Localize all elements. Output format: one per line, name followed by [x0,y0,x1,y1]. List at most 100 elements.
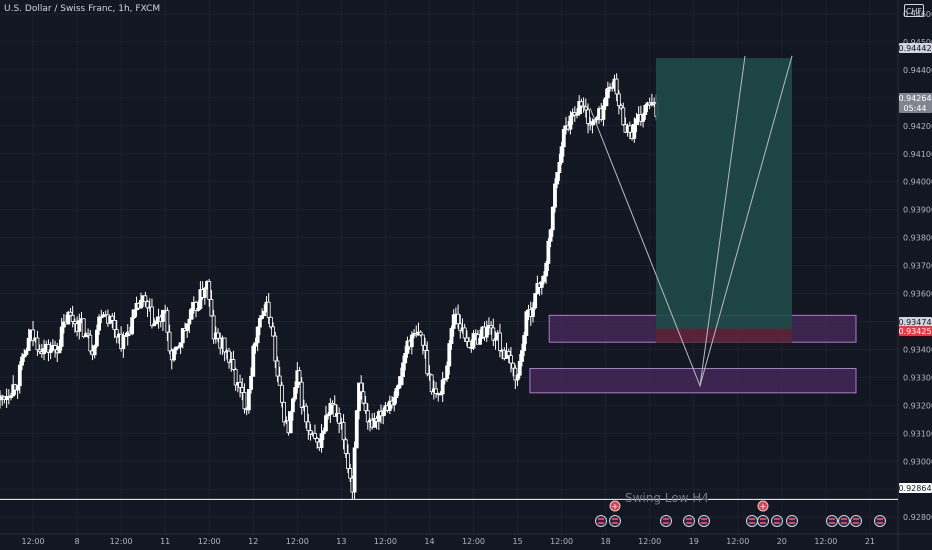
candle-body [403,352,408,364]
candle-body [511,362,516,369]
candle-body [97,316,102,331]
candle-body [616,93,621,107]
event-flag-icon [609,500,621,512]
candle-body [240,387,245,393]
candle-body [542,275,546,283]
price-label: 0.93474 [898,318,931,327]
candle-body [246,389,251,411]
candle-body [429,374,434,393]
x-tick-label: 12:00 [374,537,397,546]
candle-body [590,121,595,126]
candle-body [165,310,170,333]
candle-body [522,335,527,351]
candle-body [315,437,320,443]
x-tick-label: 21 [865,537,875,546]
event-flag-stripe [598,518,604,520]
candle-body [531,307,535,317]
candle-body [513,367,518,381]
candle-body [178,342,183,348]
event-flag-icon [757,515,769,527]
x-tick-label: 18 [601,537,611,546]
candle-body [273,335,278,362]
candle-body [539,281,544,288]
candle-body [293,387,298,400]
event-flag-cross: + [612,502,619,511]
event-badge [698,515,710,527]
candle-body [291,398,295,413]
candle-body [81,318,86,338]
candle-body [143,295,148,303]
candle-body [586,109,590,124]
candle-body [581,105,586,108]
candle-body [110,315,115,321]
candle-body [231,359,236,371]
price-label-countdown: 05:44 [903,104,926,113]
candle-body [130,317,135,335]
price-label: 0.94264 [898,94,931,103]
x-tick-label: 12:00 [550,537,573,546]
candle-body [456,313,460,325]
candle-body [398,376,403,386]
candle-body [139,299,143,309]
event-flag-stripe [853,518,859,520]
x-tick-label: 12:00 [198,537,221,546]
event-flag-stripe [760,518,766,520]
candle-body [427,373,432,376]
candle-body [216,332,220,339]
candle-body [337,413,342,424]
candle-body [209,299,214,317]
candle-body [583,106,588,111]
candle-body [249,375,253,390]
candle-body [324,415,328,432]
event-flag-icon [609,515,621,527]
candle-body [297,370,302,383]
candle-body [112,319,117,331]
candle-body [445,365,449,379]
candle-body [354,410,359,449]
candle-body [0,395,2,401]
event-flag-stripe [829,518,835,520]
candle-body [365,410,370,423]
event-flag-stripe [829,522,835,524]
candle-body [180,328,185,344]
x-tick-label: 15 [512,537,522,546]
x-tick-label: 13 [336,537,346,546]
candle-body [420,334,425,346]
candle-body [132,309,137,319]
event-flag-stripe [841,518,847,520]
x-tick-label: 14 [424,537,434,546]
candle-body [99,316,104,319]
candle-body [24,350,29,355]
candle-body [409,334,414,348]
candle-body [632,124,637,139]
event-flag-stripe [877,518,883,520]
swing-low-annotation: Swing Low H4 [625,491,709,505]
event-flag-icon [826,515,838,527]
candle-body [434,388,438,394]
candle-body [196,307,201,311]
currency-button[interactable]: CHF [904,4,924,17]
candle-body [438,393,443,396]
candle-body [288,411,293,434]
event-flag-stripe [841,522,847,524]
candle-body [535,283,540,294]
candle-body [194,302,198,311]
candle-body [387,400,392,411]
candle-body [553,183,557,208]
event-badge [850,515,862,527]
candle-body [550,206,555,231]
candle-body [161,309,165,322]
x-tick-label: 12:00 [638,537,661,546]
candle-body [328,403,333,415]
candle-body [268,316,273,328]
candle-body [37,349,42,353]
candle-body [396,384,401,390]
event-badge [786,515,798,527]
candle-body [498,332,502,351]
y-tick-label: 0.92800 [903,513,932,522]
